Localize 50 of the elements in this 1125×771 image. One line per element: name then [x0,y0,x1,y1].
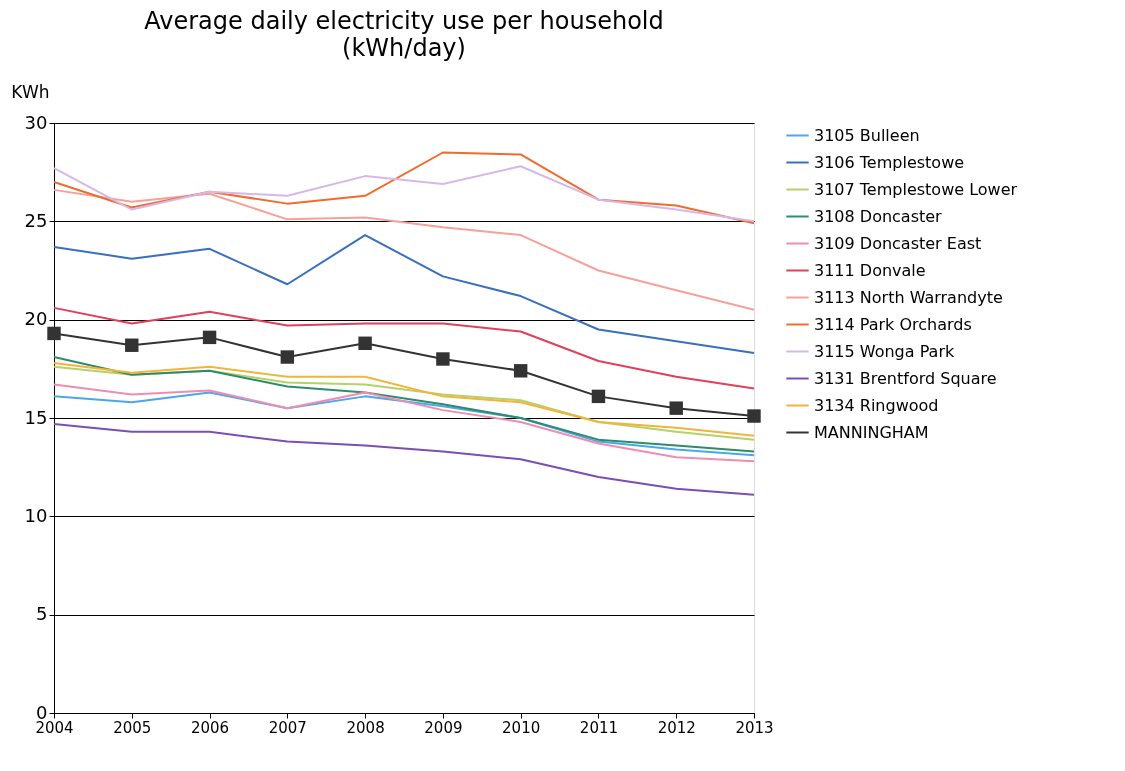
point [358,336,372,350]
legend-label: 3134 Ringwood [814,395,939,415]
legend-label: 3109 Doncaster East [814,233,982,253]
point [513,364,528,378]
y-tick-label: 5 [36,603,48,625]
point [202,330,217,345]
line-series [53,165,755,223]
point [125,338,139,352]
legend-label: 3108 Doncaster [814,206,943,226]
legend-label: 3113 North Warrandyte [814,287,1003,307]
chart-subtitle: (kWh/day) [342,34,466,62]
y-tick-label: 30 [24,111,48,133]
line-series [53,383,755,463]
legend-label: 3115 Wonga Park [814,341,955,361]
point [669,401,683,415]
line-series [53,306,755,390]
point [591,389,606,404]
x-tick-label: 2010 [502,718,541,737]
line-series [53,391,755,457]
x-tick-label: 2009 [424,718,463,737]
line-series [53,356,755,453]
point [280,350,295,364]
legend-label: 3106 Templestowe [814,152,965,172]
point [47,326,61,341]
x-tick-label: 2008 [346,718,385,737]
legend-label: 3107 Templestowe Lower [814,179,1018,199]
point [747,409,761,423]
y-tick-label: 25 [24,209,48,231]
legend-label: 3114 Park Orchards [814,314,972,334]
point [436,352,450,366]
y-tick-label: 20 [24,308,48,330]
x-tick-label: 2006 [190,718,230,737]
line-series [53,151,755,225]
x-tick-label: 2012 [657,718,696,737]
legend-label: MANNINGHAM [814,422,929,442]
x-tick-label: 2007 [268,718,307,737]
line-series [53,188,755,311]
chart-title: Average daily electricity use per household [144,7,664,35]
x-tick-label: 2005 [113,718,152,737]
legend-label: 3111 Donvale [814,260,926,280]
line-series [53,422,755,496]
y-tick-label: 10 [24,504,48,526]
line-series [53,234,755,355]
x-tick-label: 2004 [35,718,74,737]
x-tick-label: 2013 [735,718,774,737]
legend-label: 3105 Bulleen [814,125,920,145]
x-tick-label: 2011 [579,718,619,737]
legend-label: 3131 Brentford Square [814,368,997,388]
y-axis-title: KWh [11,81,50,102]
y-tick-label: 15 [24,406,48,428]
